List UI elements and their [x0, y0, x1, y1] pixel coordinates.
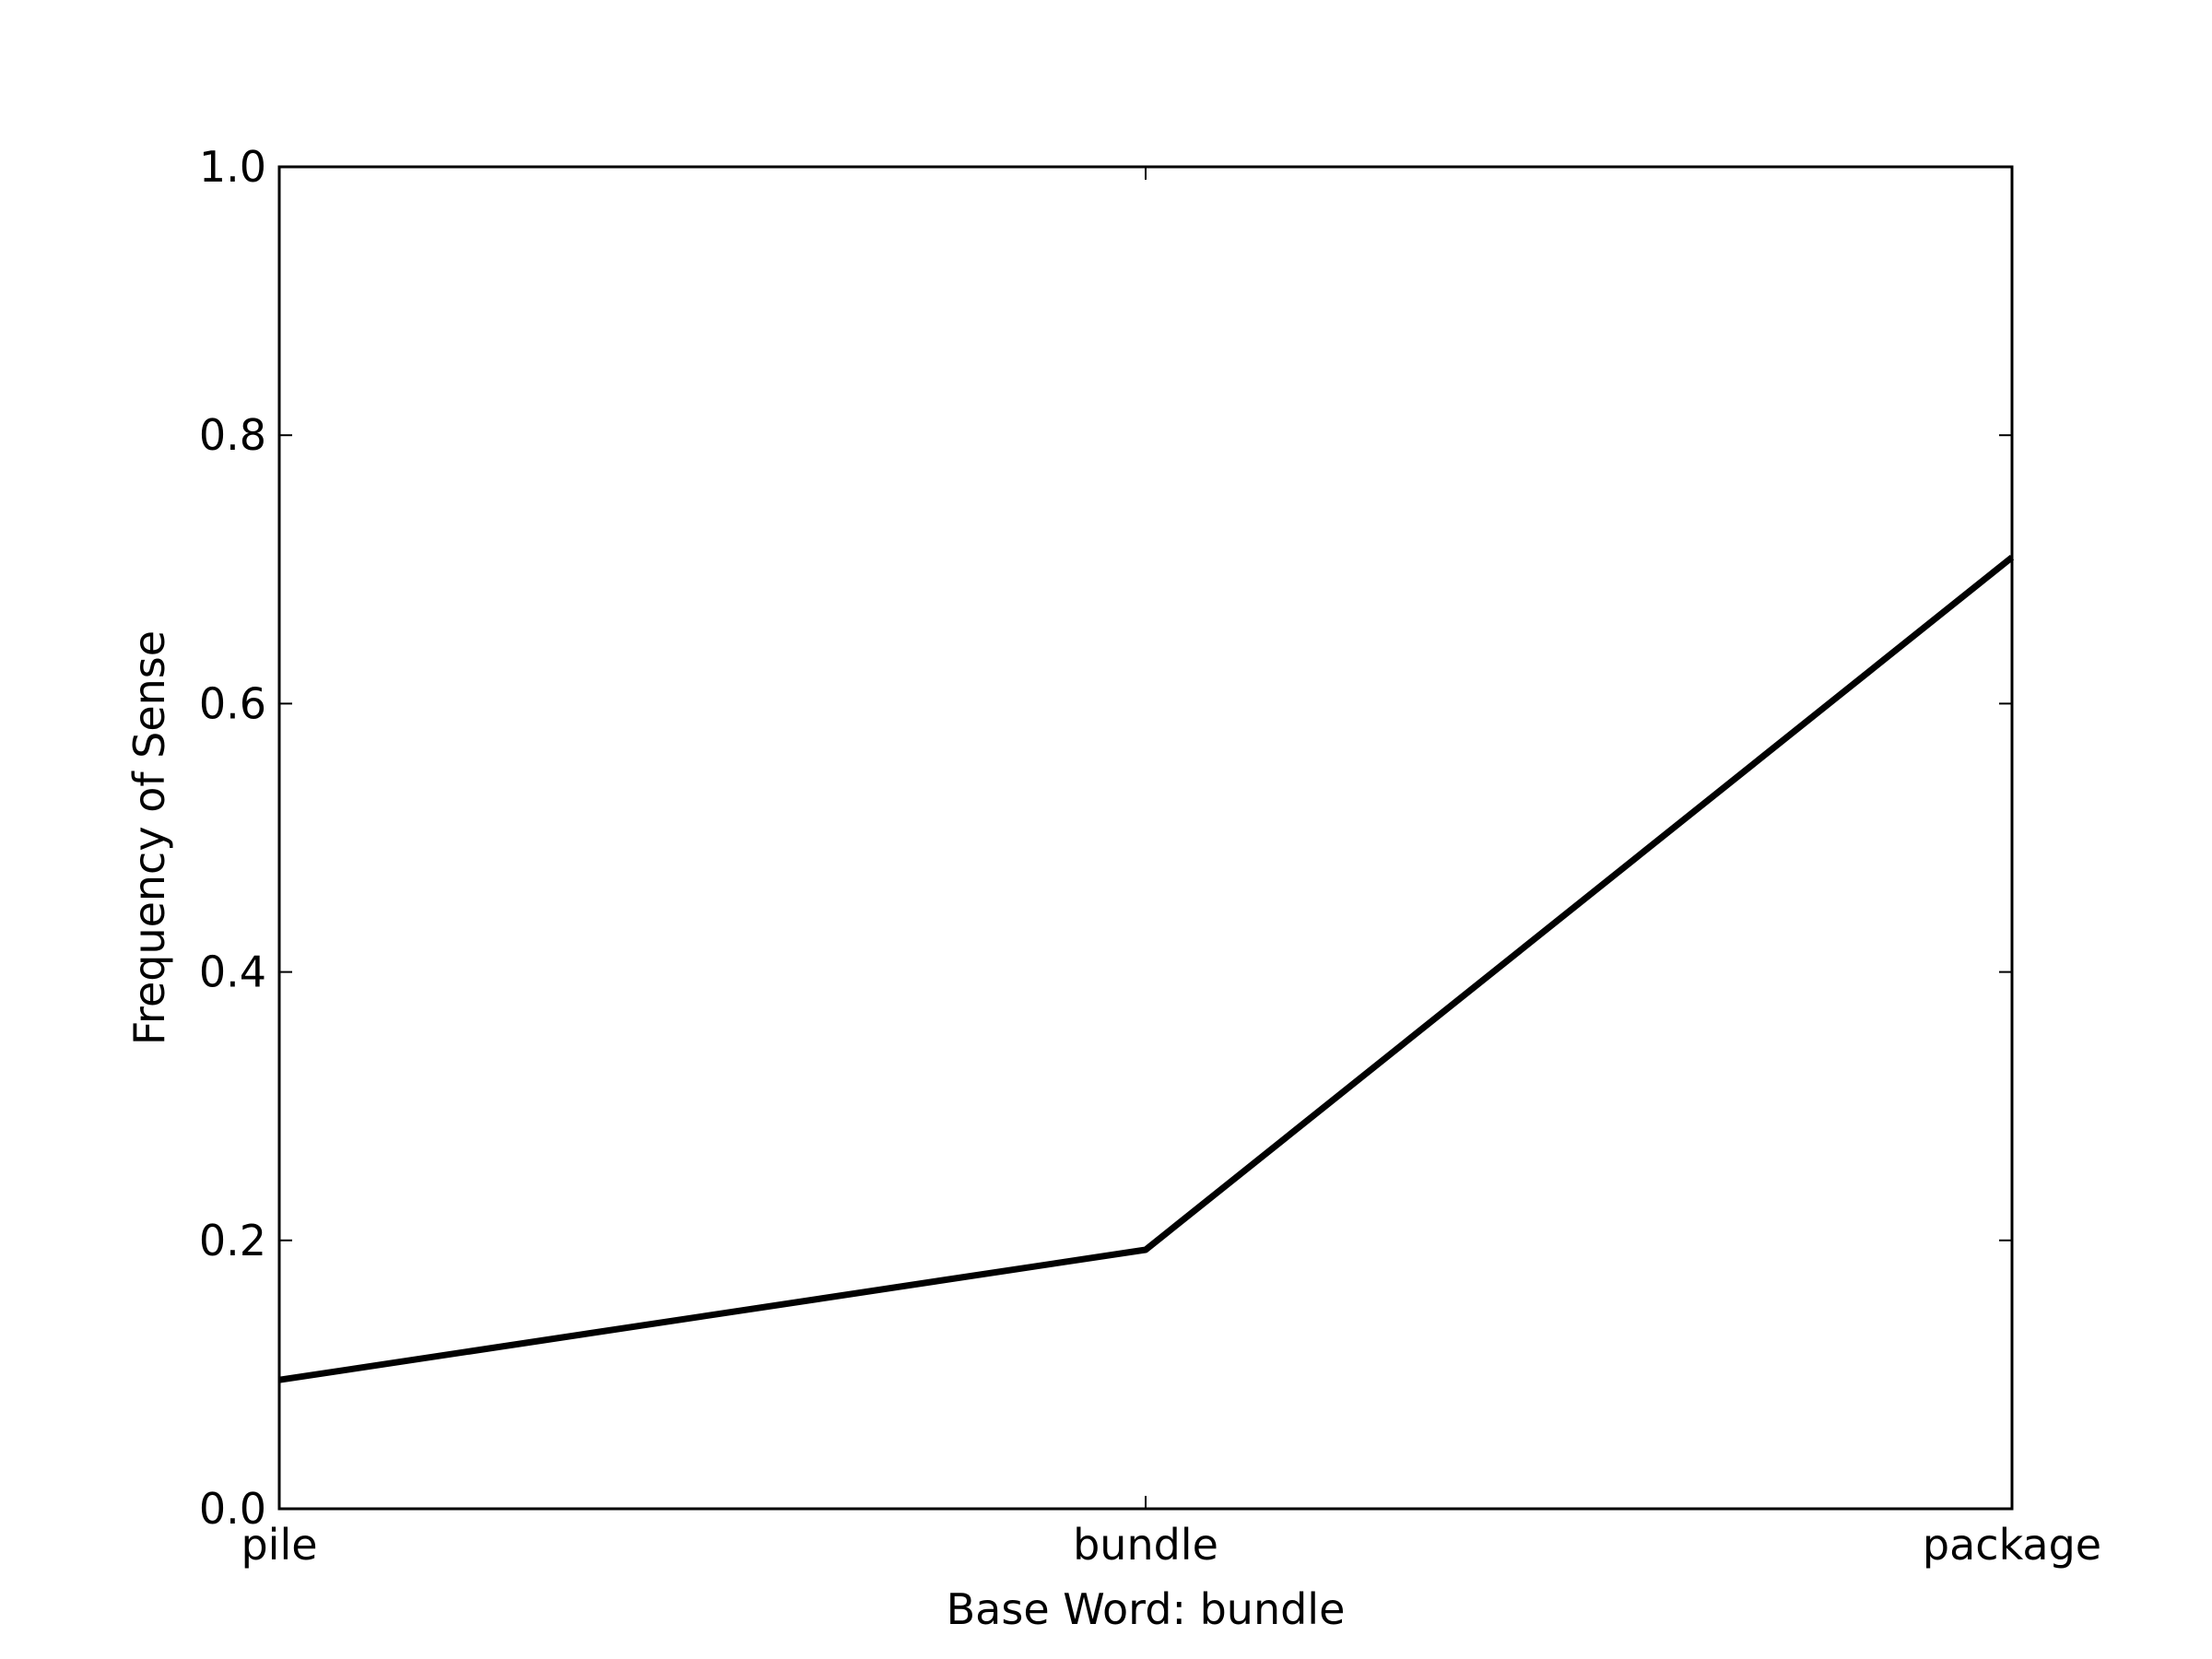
plot-area-frame: [277, 165, 2014, 1511]
y-axis-label: Frequency of Sense: [124, 630, 174, 1045]
y-tick-label: 0.0: [199, 1484, 266, 1534]
x-axis-label: Base Word: bundle: [947, 1584, 1346, 1634]
x-tick-label: bundle: [1073, 1520, 1218, 1570]
y-tick-label: 1.0: [199, 142, 266, 192]
y-tick-label: 0.8: [199, 410, 266, 460]
x-tick-label: pile: [241, 1520, 317, 1570]
y-tick-label: 0.4: [199, 947, 266, 997]
y-tick-labels: 0.0 0.2 0.4 0.6 0.8 1.0: [199, 142, 266, 1534]
x-tick-label: package: [1923, 1520, 2101, 1570]
x-tick-labels: pile bundle package: [241, 1520, 2101, 1570]
y-tick-label: 0.6: [199, 678, 266, 728]
y-tick-label: 0.2: [199, 1216, 266, 1265]
series-line: [278, 554, 2015, 1383]
